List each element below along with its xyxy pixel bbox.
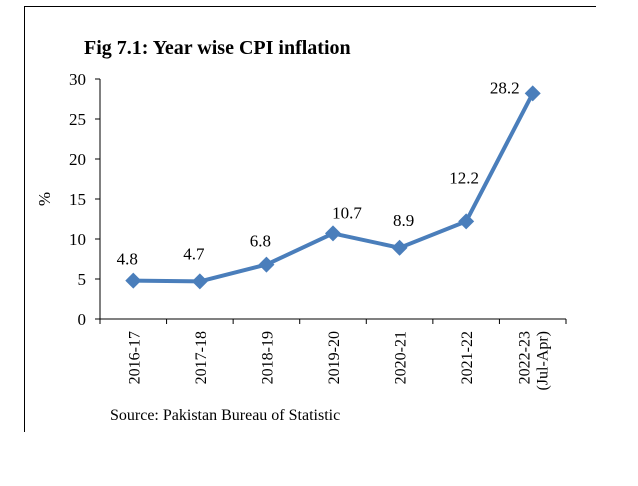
y-tick-label: 10 (69, 230, 86, 249)
data-point-marker (325, 225, 341, 242)
x-axis: 2016-17 2017-18 2018-19 2019-20 2020-21 2021-… (99, 318, 567, 391)
y-axis-label: % (35, 192, 54, 206)
source-note: Source: Pakistan Bureau of Statistic (110, 407, 340, 424)
data-point-marker (524, 85, 541, 102)
x-tick-label: 2020-21 (393, 331, 410, 384)
y-axis: 0 5 10 15 20 25 30% (35, 70, 101, 329)
data-label: 6.8 (250, 232, 271, 251)
data-point-marker (458, 213, 475, 230)
data-label: 4.7 (183, 244, 205, 263)
x-tick-label: 2018-19 (259, 331, 276, 384)
x-tick-label: 2017-18 (193, 331, 210, 384)
x-tick-label: 2016-17 (126, 331, 143, 384)
chart-title: Fig 7.1: Year wise CPI inflation (84, 37, 351, 59)
x-tick-label: 2019-20 (326, 331, 343, 384)
y-tick-label: 30 (69, 70, 86, 89)
y-tick-label: 5 (78, 270, 87, 289)
x-tick-label: 2022-23 (517, 331, 534, 384)
data-point-marker (191, 273, 208, 290)
data-label: 8.9 (393, 211, 414, 230)
y-tick-label: 0 (78, 310, 87, 329)
y-tick-label: 15 (69, 190, 86, 209)
data-point-marker (258, 256, 275, 273)
data-label: 12.2 (449, 168, 479, 187)
series-cpi: 4.8 4.7 6.8 10.7 8.9 12.2 28.2 (117, 78, 541, 290)
x-tick-label: 2021-22 (459, 331, 476, 384)
data-point-marker (391, 239, 408, 256)
data-label: 4.8 (117, 250, 138, 269)
x-tick-label: (Jul-Apr) (535, 331, 552, 391)
data-point-marker (125, 272, 142, 289)
y-tick-label: 25 (69, 110, 86, 129)
data-label: 28.2 (490, 78, 520, 97)
y-tick-label: 20 (69, 150, 86, 169)
chart-frame (24, 6, 596, 432)
data-label: 10.7 (332, 203, 362, 222)
